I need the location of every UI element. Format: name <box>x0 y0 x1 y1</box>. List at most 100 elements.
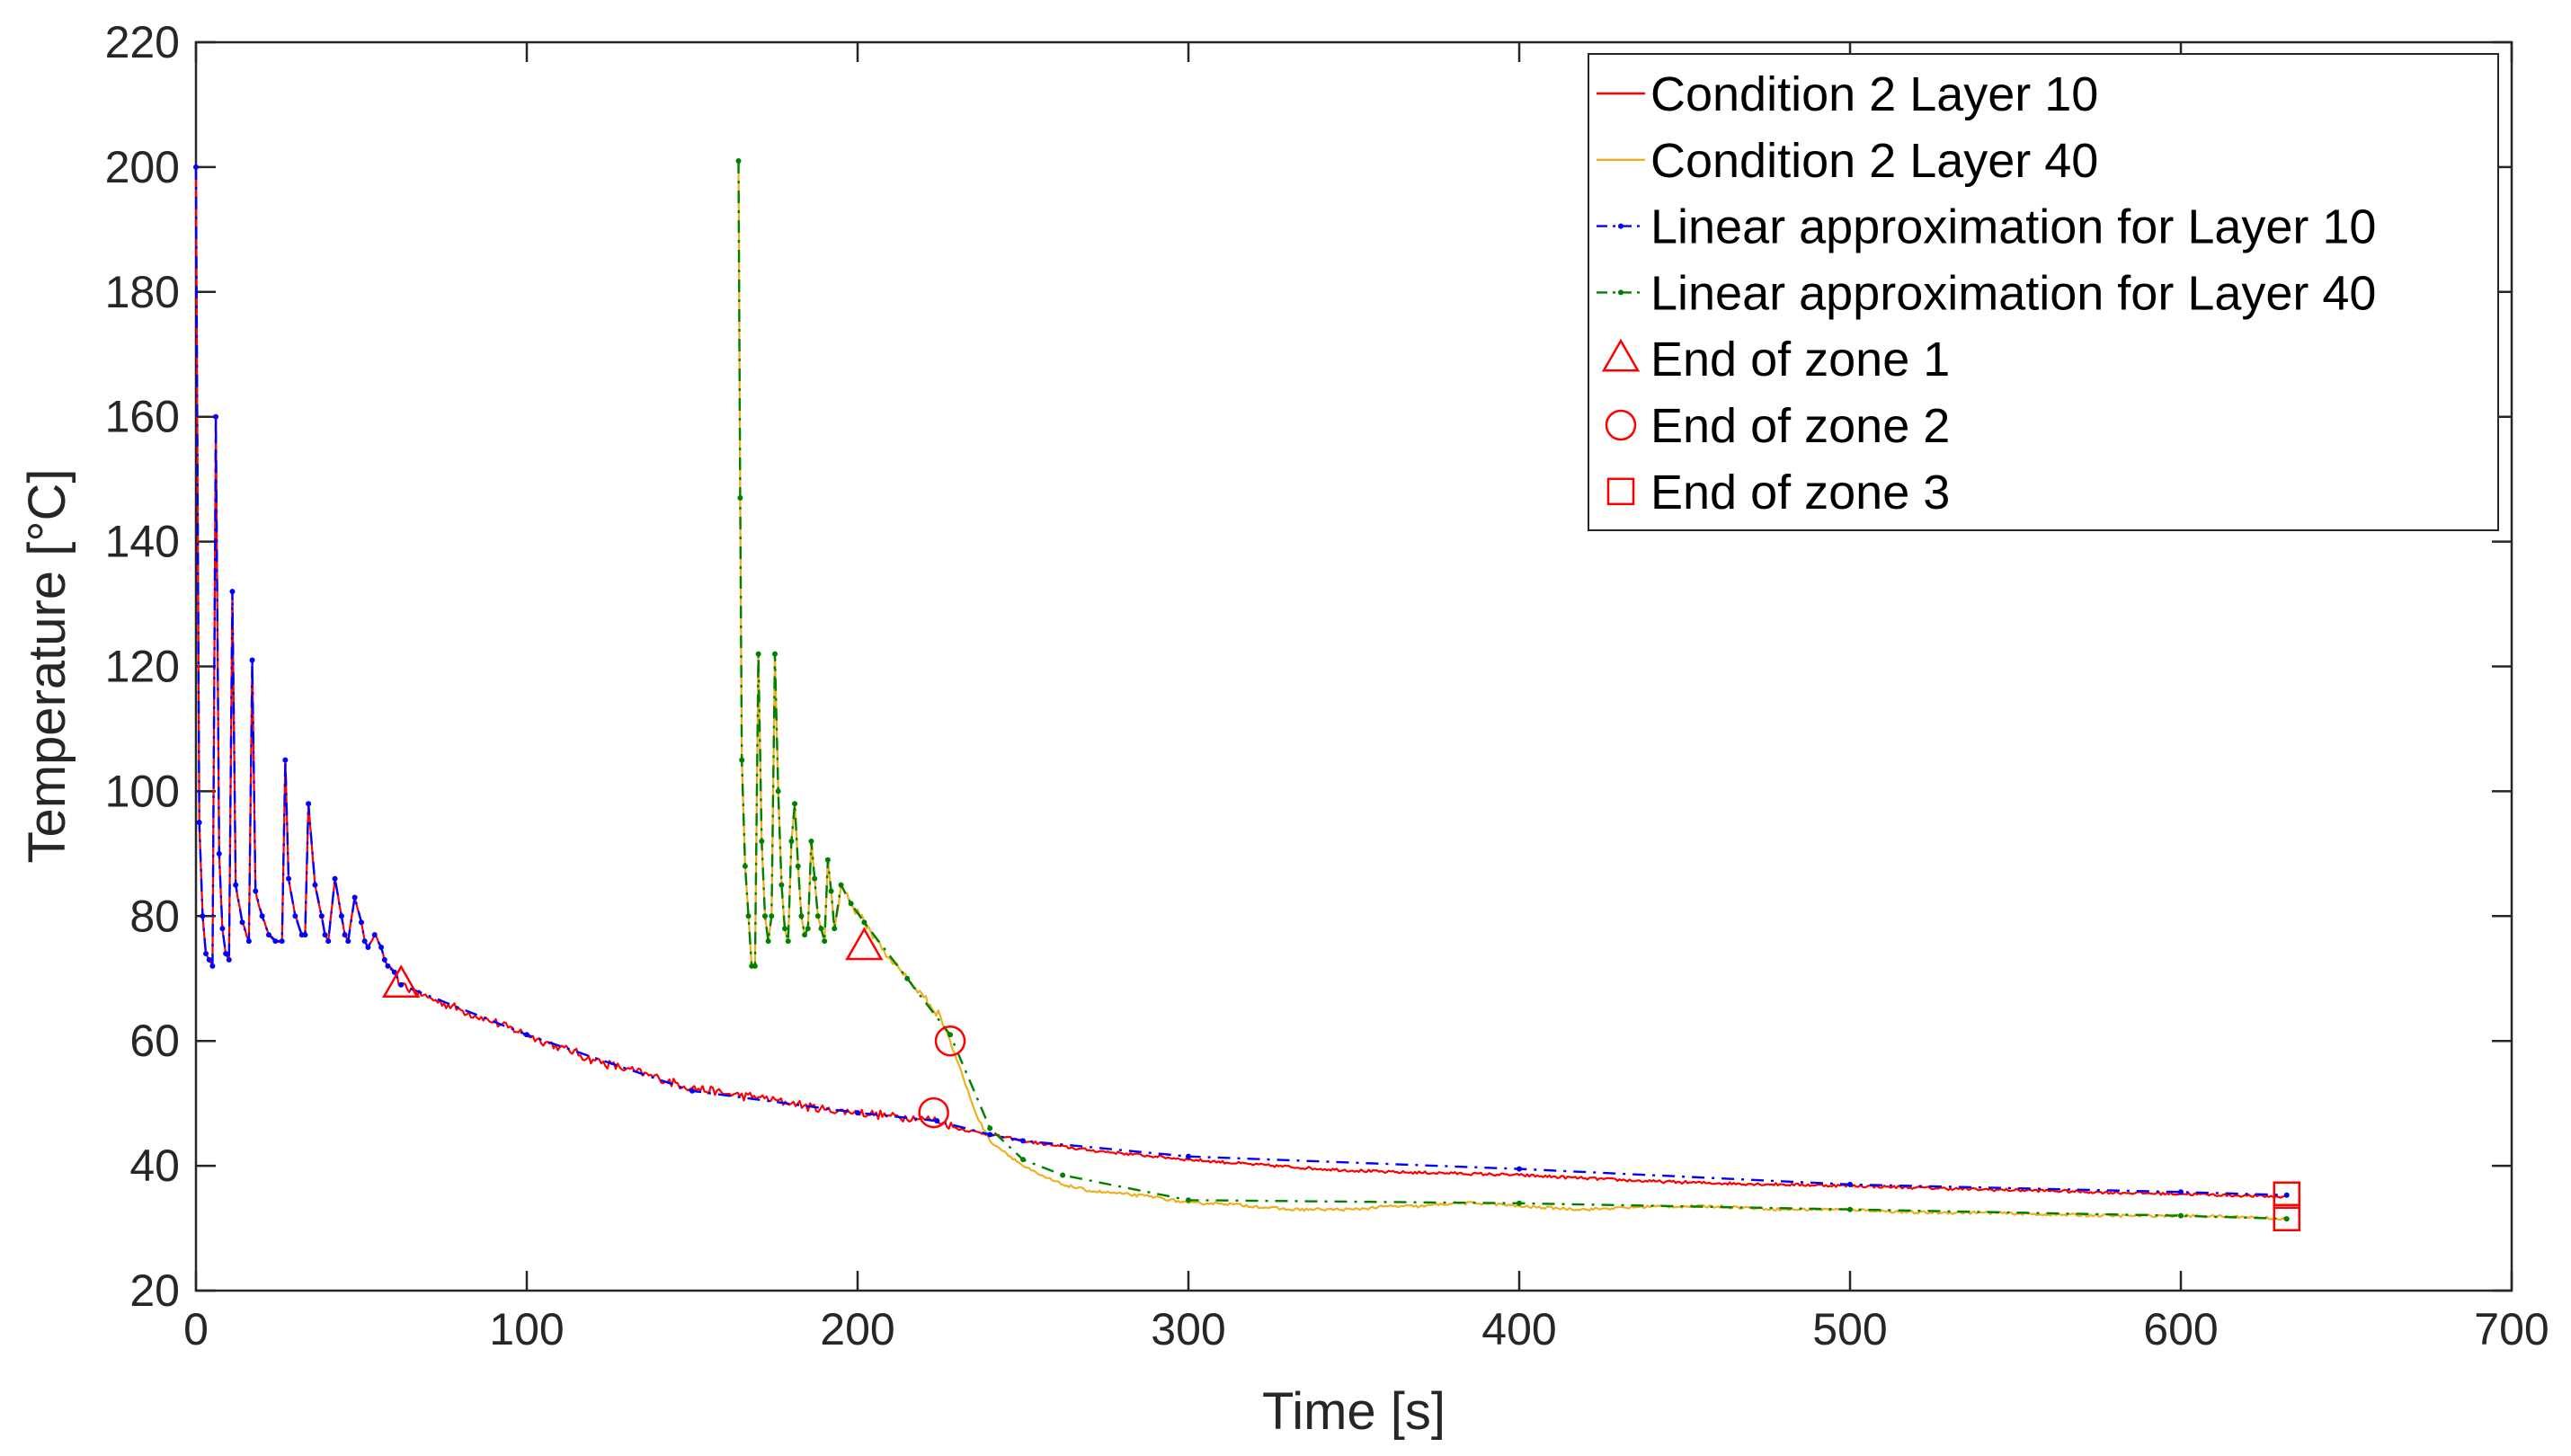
series-point-3 <box>203 950 209 956</box>
x-tick-label: 100 <box>489 1304 564 1354</box>
series-point-3 <box>1517 1166 1522 1172</box>
series-point-3 <box>233 882 239 888</box>
y-tick-label: 120 <box>105 642 180 692</box>
series-point-3 <box>318 913 325 919</box>
y-tick-label: 180 <box>105 267 180 317</box>
series-point-4 <box>737 494 743 501</box>
series-point-4 <box>745 913 752 919</box>
series-point-4 <box>987 1125 993 1132</box>
series-point-4 <box>772 651 778 657</box>
series-point-4 <box>2283 1216 2290 1222</box>
series-point-3 <box>306 801 312 807</box>
series-point-3 <box>342 932 348 938</box>
series-point-4 <box>742 863 748 869</box>
series-point-4 <box>775 788 781 795</box>
series-point-4 <box>812 875 818 882</box>
x-tick-label: 600 <box>2143 1304 2218 1354</box>
y-axis-ticks: 20 40 60 80 100 120 140 160 180 200 220 <box>105 17 2512 1316</box>
series-point-4 <box>947 1032 954 1038</box>
series-point-3 <box>1847 1181 1853 1187</box>
series-point-3 <box>381 956 387 963</box>
series-point-3 <box>226 956 232 963</box>
series-point-4 <box>904 975 911 981</box>
series-point-3 <box>371 932 378 938</box>
legend-swatch-dot <box>1618 223 1624 229</box>
series-point-3 <box>322 932 328 938</box>
legend-label: End of zone 2 <box>1650 399 1950 453</box>
series-point-4 <box>769 913 775 919</box>
legend-swatch-dot <box>1618 289 1624 296</box>
series-point-4 <box>848 901 854 907</box>
series-point-4 <box>1060 1172 1066 1178</box>
legend-swatch <box>1606 477 1635 506</box>
series-point-4 <box>838 882 844 888</box>
series-point-4 <box>1020 1157 1026 1163</box>
series-point-3 <box>312 882 318 888</box>
series-point-3 <box>1186 1153 1191 1159</box>
series-point-3 <box>345 938 351 945</box>
series-point-3 <box>398 981 405 988</box>
series-point-3 <box>219 926 226 932</box>
zone-marker-2 <box>918 1096 949 1129</box>
series-point-3 <box>378 945 385 951</box>
series-point-4 <box>785 938 791 945</box>
series-point-3 <box>282 757 289 763</box>
series-point-3 <box>239 919 245 926</box>
zone-marker-2 <box>934 1025 966 1057</box>
legend-label: Condition 2 Layer 40 <box>1650 134 2098 188</box>
series-point-4 <box>755 651 761 657</box>
series-point-4 <box>759 838 765 844</box>
series-point-3 <box>249 657 255 663</box>
series-point-3 <box>206 956 212 963</box>
legend-label: End of zone 1 <box>1650 333 1950 386</box>
series-point-3 <box>359 919 364 926</box>
series-point-3 <box>351 894 358 901</box>
series-point-3 <box>332 875 338 882</box>
series-point-3 <box>245 938 252 945</box>
x-tick-label: 0 <box>183 1304 209 1354</box>
series-point-3 <box>200 913 206 919</box>
series-point-3 <box>987 1132 993 1138</box>
series-point-4 <box>1186 1197 1191 1203</box>
series-point-3 <box>196 820 202 826</box>
legend-label: Linear approximation for Layer 40 <box>1650 266 2376 320</box>
x-tick-label: 700 <box>2474 1304 2549 1354</box>
series-point-4 <box>792 801 798 807</box>
zone-marker-3 <box>2273 1181 2301 1209</box>
x-tick-label: 300 <box>1151 1304 1225 1354</box>
series-point-4 <box>795 863 801 869</box>
series-point-3 <box>855 1110 860 1116</box>
series-point-4 <box>822 938 828 945</box>
series-point-4 <box>782 926 788 932</box>
series-point-4 <box>802 932 808 938</box>
zone-marker-3 <box>2273 1203 2301 1231</box>
zone-marker-1 <box>845 927 884 961</box>
series-point-3 <box>216 850 222 857</box>
legend-box <box>1588 53 2499 531</box>
series-point-3 <box>361 938 368 945</box>
series-point-3 <box>524 1032 529 1038</box>
y-tick-label: 220 <box>105 17 180 67</box>
legend-swatch <box>1605 409 1637 441</box>
series-point-4 <box>828 888 834 894</box>
x-axis-ticks: 0 100 200 300 400 500 600 700 <box>183 42 2549 1354</box>
x-axis-label: Time [s] <box>1262 1382 1446 1441</box>
series-point-3 <box>2178 1189 2184 1195</box>
series-point-3 <box>391 969 397 975</box>
y-tick-label: 80 <box>129 891 180 941</box>
legend-items: Condition 2 Layer 10 Condition 2 Layer 40… <box>1597 67 2376 519</box>
series-point-3 <box>229 589 236 595</box>
series-point-4 <box>805 926 811 932</box>
series-point-3 <box>272 938 279 945</box>
series-line-2 <box>737 160 2288 1221</box>
y-axis-label: Temperature [°C] <box>18 468 76 863</box>
series-point-3 <box>213 413 219 420</box>
y-tick-label: 200 <box>105 142 180 192</box>
y-tick-label: 20 <box>129 1265 180 1316</box>
series-point-4 <box>765 938 771 945</box>
series-point-3 <box>2283 1192 2290 1198</box>
series-point-4 <box>832 926 838 932</box>
series-point-4 <box>818 926 824 932</box>
series-point-3 <box>934 1118 940 1124</box>
